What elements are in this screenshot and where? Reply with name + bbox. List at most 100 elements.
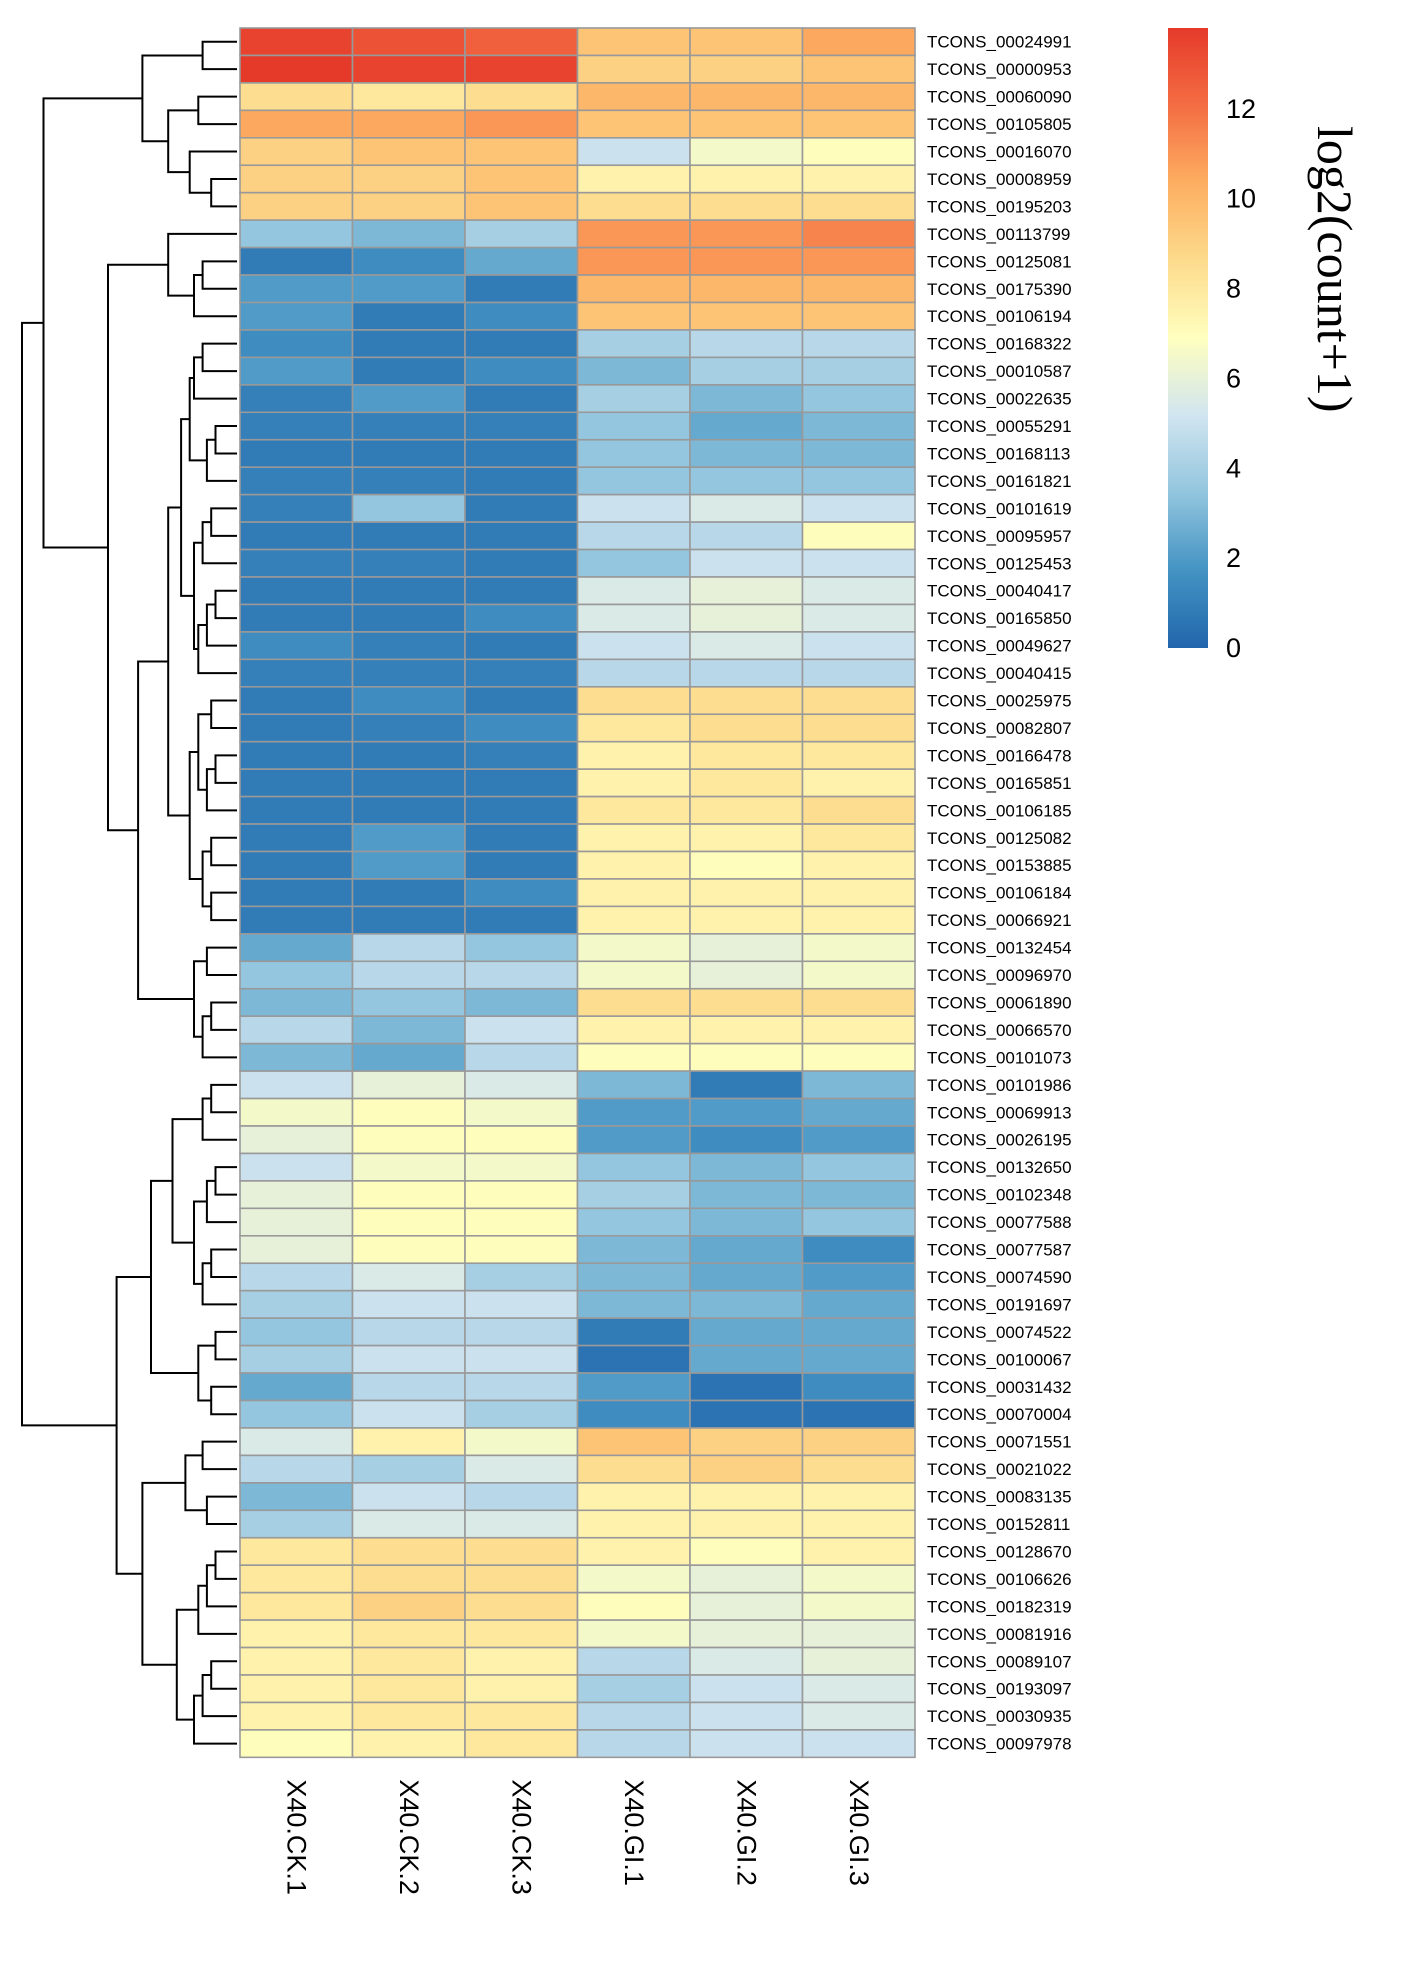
heatmap-cell <box>576 850 691 880</box>
column-label: X40.CK.1 <box>281 1779 311 1895</box>
heatmap-cell <box>801 933 916 963</box>
heatmap-cell <box>239 685 354 716</box>
heatmap-cell <box>689 1125 804 1155</box>
heatmap-cell <box>239 905 354 935</box>
heatmap-cell <box>689 521 804 551</box>
heatmap-cell <box>464 850 579 880</box>
heatmap-cell <box>689 1591 804 1621</box>
heatmap-cell <box>801 27 916 57</box>
dendrogram-branch <box>175 1608 199 1721</box>
heatmap-cell <box>576 795 691 825</box>
dendrogram-branch <box>188 376 207 462</box>
heatmap-cell <box>801 1235 916 1265</box>
row-label: TCONS_00105805 <box>927 115 1072 134</box>
heatmap-cell <box>464 1619 579 1649</box>
legend-tick-label: 8 <box>1226 274 1241 304</box>
legend-title: log2(count+1) <box>1307 126 1363 412</box>
heatmap-cell <box>464 1207 579 1237</box>
heatmap-cell <box>689 1646 804 1676</box>
heatmap-cell <box>576 246 691 276</box>
row-label: TCONS_00128670 <box>927 1542 1072 1561</box>
heatmap-cell <box>576 1152 691 1182</box>
heatmap-cell <box>464 1701 579 1731</box>
heatmap-cell <box>464 301 579 331</box>
heatmap-cell <box>351 603 466 633</box>
heatmap-cell <box>464 713 579 743</box>
heatmap-cell <box>576 27 691 57</box>
heatmap-cell <box>801 1729 916 1759</box>
row-label: TCONS_00069913 <box>927 1103 1072 1122</box>
row-label: TCONS_00040415 <box>927 664 1072 683</box>
dendrogram-branch <box>180 418 194 597</box>
legend-tick-label: 2 <box>1226 543 1241 573</box>
dendrogram-branch <box>214 1166 237 1196</box>
heatmap-cell <box>464 1427 579 1457</box>
row-label: TCONS_00165850 <box>927 609 1072 628</box>
heatmap-cell <box>464 795 579 825</box>
row-label: TCONS_00021022 <box>927 1460 1072 1479</box>
heatmap-cell <box>351 1729 466 1759</box>
heatmap-cell <box>689 438 804 469</box>
heatmap-cell <box>351 1399 466 1429</box>
heatmap-cell <box>351 631 466 661</box>
heatmap-cell <box>801 411 916 441</box>
row-label: TCONS_00125081 <box>927 252 1072 271</box>
row-label: TCONS_00016070 <box>927 143 1072 162</box>
heatmap-cell <box>689 191 804 221</box>
heatmap-cell <box>689 466 804 496</box>
heatmap-cell <box>576 191 691 221</box>
heatmap-cell <box>239 493 354 523</box>
heatmap-cell <box>351 1482 466 1512</box>
heatmap-cell <box>351 1619 466 1649</box>
heatmap-cell <box>464 1482 579 1512</box>
heatmap-cell <box>689 1509 804 1539</box>
row-label: TCONS_00010587 <box>927 362 1072 381</box>
heatmap-cell <box>689 1097 804 1127</box>
dendrogram-branch <box>210 1001 237 1031</box>
heatmap-cell <box>464 905 579 935</box>
row-label: TCONS_00081916 <box>927 1625 1072 1644</box>
dendrogram-branch <box>193 356 237 400</box>
row-label: TCONS_00168113 <box>927 444 1070 463</box>
heatmap-cell <box>464 658 579 688</box>
dendrogram-branch <box>210 699 237 729</box>
heatmap-cell <box>239 219 354 249</box>
heatmap-cell <box>464 384 579 414</box>
legend-tick-label: 6 <box>1226 363 1241 393</box>
heatmap-cell <box>689 1180 804 1210</box>
row-label: TCONS_00066570 <box>927 1021 1072 1040</box>
row-label: TCONS_00165851 <box>927 774 1072 793</box>
row-label: TCONS_00106194 <box>927 307 1072 326</box>
heatmap-cell <box>351 301 466 331</box>
heatmap-cell <box>239 987 354 1018</box>
dendrogram-branch <box>214 589 237 620</box>
row-label: TCONS_00102348 <box>927 1186 1072 1205</box>
row-label: TCONS_00106184 <box>927 884 1072 903</box>
heatmap-cell <box>576 1509 691 1539</box>
heatmap-cell <box>351 1564 466 1594</box>
dendrogram-branch <box>141 54 203 143</box>
heatmap-cell <box>239 411 354 441</box>
heatmap-cell <box>351 82 466 112</box>
row-label: TCONS_00026195 <box>927 1131 1072 1150</box>
heatmap-cell <box>801 658 916 688</box>
dendrogram-branch <box>205 768 237 812</box>
heatmap-cell <box>689 795 804 825</box>
heatmap-cell <box>351 329 466 359</box>
row-label: TCONS_00008959 <box>927 170 1072 189</box>
heatmap-cell <box>464 54 579 84</box>
row-label: TCONS_00030935 <box>927 1707 1072 1726</box>
heatmap-cell <box>689 987 804 1018</box>
dendrogram-branch <box>188 150 237 194</box>
heatmap-cell <box>239 1152 354 1182</box>
heatmap-cell <box>239 274 354 304</box>
heatmap-cell <box>801 1207 916 1237</box>
row-label: TCONS_00074590 <box>927 1268 1072 1287</box>
heatmap-cell <box>689 933 804 963</box>
dendrogram-branch <box>193 1200 207 1285</box>
heatmap-cell <box>239 1125 354 1155</box>
row-label: TCONS_00077588 <box>927 1213 1072 1232</box>
heatmap-cell <box>801 1399 916 1429</box>
heatmap-cell <box>576 1729 691 1759</box>
heatmap-cell <box>689 137 804 167</box>
